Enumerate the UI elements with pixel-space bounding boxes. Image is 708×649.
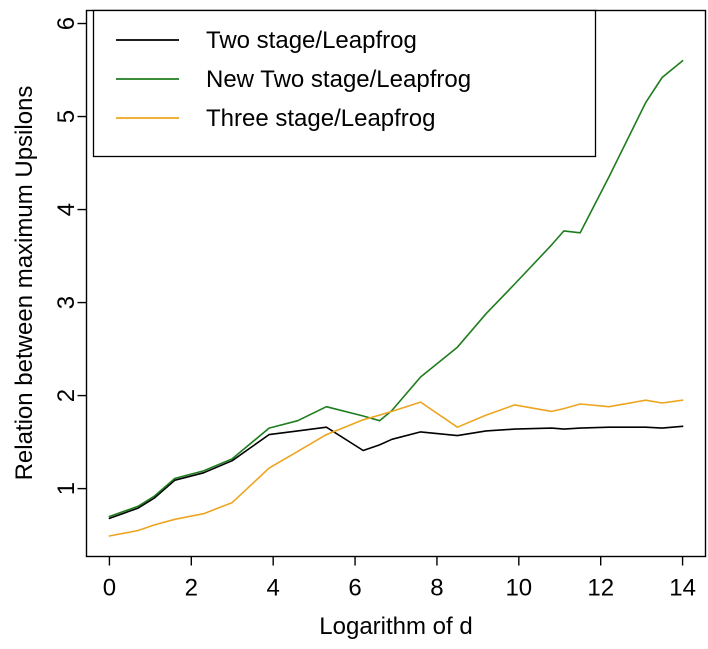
legend-entry-label-3: Three stage/Leapfrog: [206, 105, 436, 132]
y-axis-title: Relation between maximum Upsilons: [11, 86, 38, 481]
x-tick-label: 14: [669, 575, 696, 602]
x-axis-title: Logarithm of d: [319, 613, 472, 640]
x-tick-label: 12: [587, 575, 614, 602]
x-tick-label: 0: [103, 575, 116, 602]
legend-entry-label-1: Two stage/Leapfrog: [206, 27, 417, 54]
legend-entry-label-2: New Two stage/Leapfrog: [206, 66, 471, 93]
x-tick-label: 4: [267, 575, 280, 602]
x-tick-label: 2: [185, 575, 198, 602]
y-tick-label: 4: [53, 203, 80, 216]
y-tick-label: 2: [53, 389, 80, 402]
series-line-1: [108, 425, 684, 520]
legend-box: [92, 9, 597, 158]
y-tick-label: 6: [53, 17, 80, 30]
series-line-3: [108, 399, 684, 537]
y-tick-label: 3: [53, 296, 80, 309]
y-tick-label: 1: [53, 482, 80, 495]
y-tick-label: 5: [53, 110, 80, 123]
x-tick-label: 6: [348, 575, 361, 602]
series-line-2: [108, 59, 684, 518]
x-tick-label: 10: [505, 575, 532, 602]
x-tick-label: 8: [430, 575, 443, 602]
